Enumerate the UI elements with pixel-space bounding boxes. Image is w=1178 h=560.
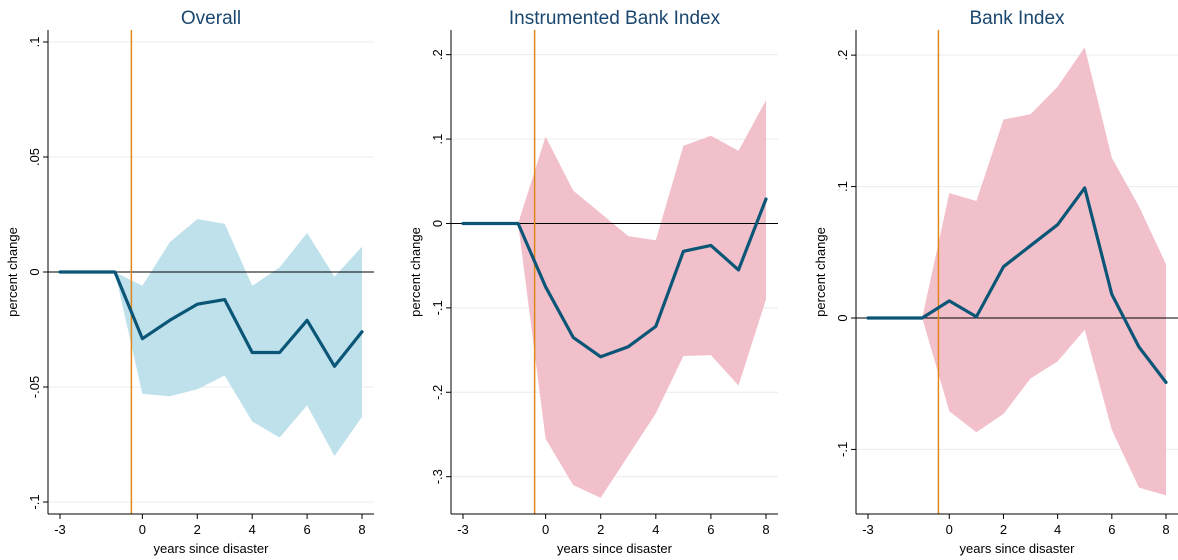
x-tick-label: 8 [762,522,769,537]
y-tick-label: -.3 [430,469,445,484]
y-tick-label: .2 [430,49,445,60]
y-tick-label: 0 [835,314,850,321]
x-tick-label: 4 [1054,522,1061,537]
series-line [58,270,364,368]
x-tick-label: 0 [139,522,146,537]
x-tick-label: 0 [542,522,549,537]
confidence-band [868,47,1166,496]
x-axis-label: years since disaster [557,541,673,556]
series-line [461,197,768,359]
plot-layer: -3 0 2 4 6 8 -.1 -.05 0 .05 .1 [27,30,374,537]
x-tick-label: 6 [303,522,310,537]
y-tick-label: .1 [27,37,42,48]
x-tick-label: 2 [194,522,201,537]
y-axis-label: percent change [5,227,20,317]
plot-layer: -3 0 2 4 6 8 -.3 -.2 -.1 0 .1 .2 [430,30,778,537]
panel-instrumented-bank-index: -3 0 2 4 6 8 -.3 -.2 -.1 0 .1 .2 Instrumented Bank … [408,8,778,556]
panel-title: Bank Index [969,8,1065,29]
y-tick-label: -.1 [27,494,42,509]
y-tick-label: -.1 [835,442,850,457]
x-tick-label: 4 [652,522,659,537]
y-tick-label: 0 [430,220,445,227]
y-axis-label: percent change [813,227,828,317]
y-tick-label: -.05 [27,376,42,398]
x-tick-label: 4 [249,522,256,537]
y-tick-label: 0 [27,268,42,275]
x-axis-label: years since disaster [960,541,1076,556]
x-tick-label: 8 [1162,522,1169,537]
panel-overall: -3 0 2 4 6 8 -.1 -.05 0 .05 .1 Overall years since… [5,8,374,556]
confidence-band [60,219,362,456]
x-tick-label: -3 [457,522,469,537]
confidence-band [463,100,766,498]
y-tick-label: .1 [430,134,445,145]
x-tick-label: 8 [358,522,365,537]
x-tick-label: -3 [54,522,66,537]
series-line [866,186,1168,384]
y-tick-label: .2 [835,50,850,61]
x-tick-label: 2 [597,522,604,537]
panel-title: Overall [181,8,241,29]
panel-bank-index: -3 0 2 4 6 8 -.1 0 .1 .2 Bank Index years since d… [813,8,1178,556]
x-tick-label: 6 [1108,522,1115,537]
y-tick-label: -.1 [430,300,445,315]
x-axis-label: years since disaster [154,541,270,556]
y-axis-label: percent change [408,227,423,317]
y-tick-label: .1 [835,181,850,192]
y-tick-label: -.2 [430,385,445,400]
x-tick-label: 2 [1000,522,1007,537]
x-tick-label: 0 [946,522,953,537]
y-tick-label: .05 [27,148,42,166]
x-tick-label: 6 [707,522,714,537]
x-tick-label: -3 [862,522,874,537]
panel-title: Instrumented Bank Index [509,8,721,29]
plot-layer: -3 0 2 4 6 8 -.1 0 .1 .2 [835,30,1178,537]
